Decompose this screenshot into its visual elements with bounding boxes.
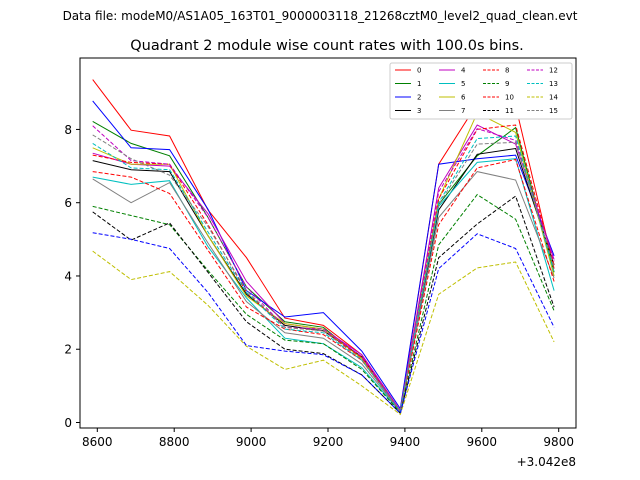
x-tick-label: 8800 — [159, 435, 190, 449]
legend-label-14: 14 — [549, 94, 558, 102]
legend-label-6: 6 — [461, 94, 466, 102]
x-tick-label: 8600 — [82, 435, 113, 449]
chart-title: Quadrant 2 module wise count rates with … — [130, 38, 524, 54]
y-axis: 0 2 4 6 8 — [64, 123, 80, 430]
legend-label-10: 10 — [505, 94, 514, 102]
series-line-7 — [92, 171, 555, 413]
legend-label-11: 11 — [505, 107, 514, 115]
legend-label-3: 3 — [417, 107, 421, 115]
chart-suptitle: Data file: modeM0/AS1A05_163T01_90000031… — [63, 9, 578, 23]
y-tick-label: 4 — [64, 269, 72, 283]
series-line-2 — [92, 100, 555, 410]
y-tick-label: 8 — [64, 123, 72, 137]
series-line-1 — [92, 120, 555, 413]
series-line-13 — [92, 135, 555, 413]
legend-label-1: 1 — [417, 80, 421, 88]
series-line-4 — [92, 124, 555, 413]
legend-label-9: 9 — [505, 80, 509, 88]
series-layer — [92, 79, 555, 416]
legend-label-15: 15 — [549, 107, 558, 115]
legend-label-2: 2 — [417, 94, 421, 102]
series-line-15 — [92, 134, 555, 413]
series-line-5 — [92, 158, 555, 414]
series-line-3 — [92, 147, 555, 414]
x-tick-label: 9200 — [313, 435, 344, 449]
legend-label-0: 0 — [417, 67, 421, 75]
x-tick-label: 9000 — [236, 435, 267, 449]
legend-label-13: 13 — [549, 80, 558, 88]
legend-label-8: 8 — [505, 67, 509, 75]
y-tick-label: 2 — [64, 343, 72, 357]
y-tick-label: 6 — [64, 196, 72, 210]
series-line-12 — [92, 125, 555, 413]
series-line-10 — [92, 124, 555, 413]
x-offset-label: +3.042e8 — [517, 455, 576, 469]
series-line-14 — [92, 250, 555, 416]
y-tick-label: 0 — [64, 416, 72, 430]
x-axis: 8600 8800 9000 9200 9400 9600 9800 — [82, 428, 574, 449]
legend-box — [389, 62, 573, 120]
series-line-11 — [92, 195, 555, 415]
x-tick-label: 9600 — [467, 435, 498, 449]
legend-label-12: 12 — [549, 67, 558, 75]
legend-label-4: 4 — [461, 67, 466, 75]
series-line-9 — [92, 193, 555, 414]
legend-label-5: 5 — [461, 80, 465, 88]
legend-label-7: 7 — [461, 107, 465, 115]
series-line-8 — [92, 158, 555, 413]
x-tick-label: 9400 — [390, 435, 421, 449]
series-line-blue_dashed_extra — [92, 232, 555, 415]
x-tick-label: 9800 — [543, 435, 574, 449]
